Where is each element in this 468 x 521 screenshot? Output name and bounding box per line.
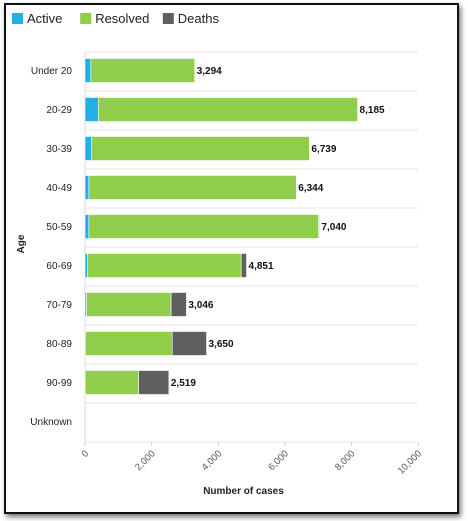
x-axis-title: Number of cases (203, 486, 284, 497)
bar-resolved[interactable] (91, 136, 310, 161)
total-data-label: 3,046 (188, 300, 213, 311)
bar-resolved[interactable] (90, 58, 195, 83)
category-label: 70-79 (46, 300, 72, 311)
category-label: 50-59 (46, 222, 72, 233)
category-label: 30-39 (46, 144, 72, 155)
x-tick-label: 0 (80, 448, 92, 460)
bar-active[interactable] (84, 214, 90, 239)
x-tick-label: 6,000 (266, 448, 291, 473)
total-data-label: 7,040 (321, 222, 346, 233)
category-label: 20-29 (46, 105, 72, 116)
bar-active[interactable] (84, 97, 99, 122)
bar-resolved[interactable] (88, 175, 297, 200)
category-label: 90-99 (46, 378, 72, 389)
category-label: Unknown (30, 417, 72, 428)
x-tick-label: 4,000 (200, 448, 225, 473)
category-label: 60-69 (46, 261, 72, 272)
bar-deaths[interactable] (171, 331, 207, 356)
bar-deaths[interactable] (318, 214, 320, 239)
total-data-label: 8,185 (360, 105, 385, 116)
total-data-label: 3,294 (197, 66, 222, 77)
category-label: 80-89 (46, 339, 72, 350)
legend-swatch-active[interactable] (12, 13, 23, 24)
legend-label-active[interactable]: Active (27, 11, 62, 26)
bar-active[interactable] (84, 253, 88, 278)
bar-resolved[interactable] (84, 370, 139, 395)
category-label: 40-49 (46, 183, 72, 194)
y-axis-title: Age (16, 234, 27, 253)
total-data-label: 2,519 (171, 378, 196, 389)
bar-deaths[interactable] (138, 370, 170, 395)
bar-active[interactable] (84, 175, 90, 200)
x-tick-label: 8,000 (333, 448, 358, 473)
bar-resolved[interactable] (98, 97, 358, 122)
legend-label-resolved[interactable]: Resolved (95, 11, 149, 26)
legend-swatch-deaths[interactable] (162, 13, 174, 24)
total-data-label: 6,344 (298, 183, 323, 194)
legend-swatch-resolved[interactable] (80, 13, 92, 24)
bar-resolved[interactable] (86, 292, 172, 317)
bar-deaths[interactable] (170, 292, 187, 317)
bar-resolved[interactable] (88, 214, 319, 239)
total-data-label: 4,851 (249, 261, 274, 272)
total-data-label: 3,650 (209, 339, 234, 350)
total-data-label: 6,739 (311, 144, 336, 155)
x-tick-label: 2,000 (133, 448, 158, 473)
x-tick-label: 10,000 (396, 448, 424, 476)
category-label: Under 20 (31, 66, 73, 77)
bar-deaths[interactable] (240, 253, 247, 278)
legend-label-deaths[interactable]: Deaths (178, 11, 220, 26)
bar-resolved[interactable] (87, 253, 242, 278)
bar-active[interactable] (84, 136, 92, 161)
bar-active[interactable] (84, 58, 92, 83)
bar-resolved[interactable] (85, 331, 173, 356)
